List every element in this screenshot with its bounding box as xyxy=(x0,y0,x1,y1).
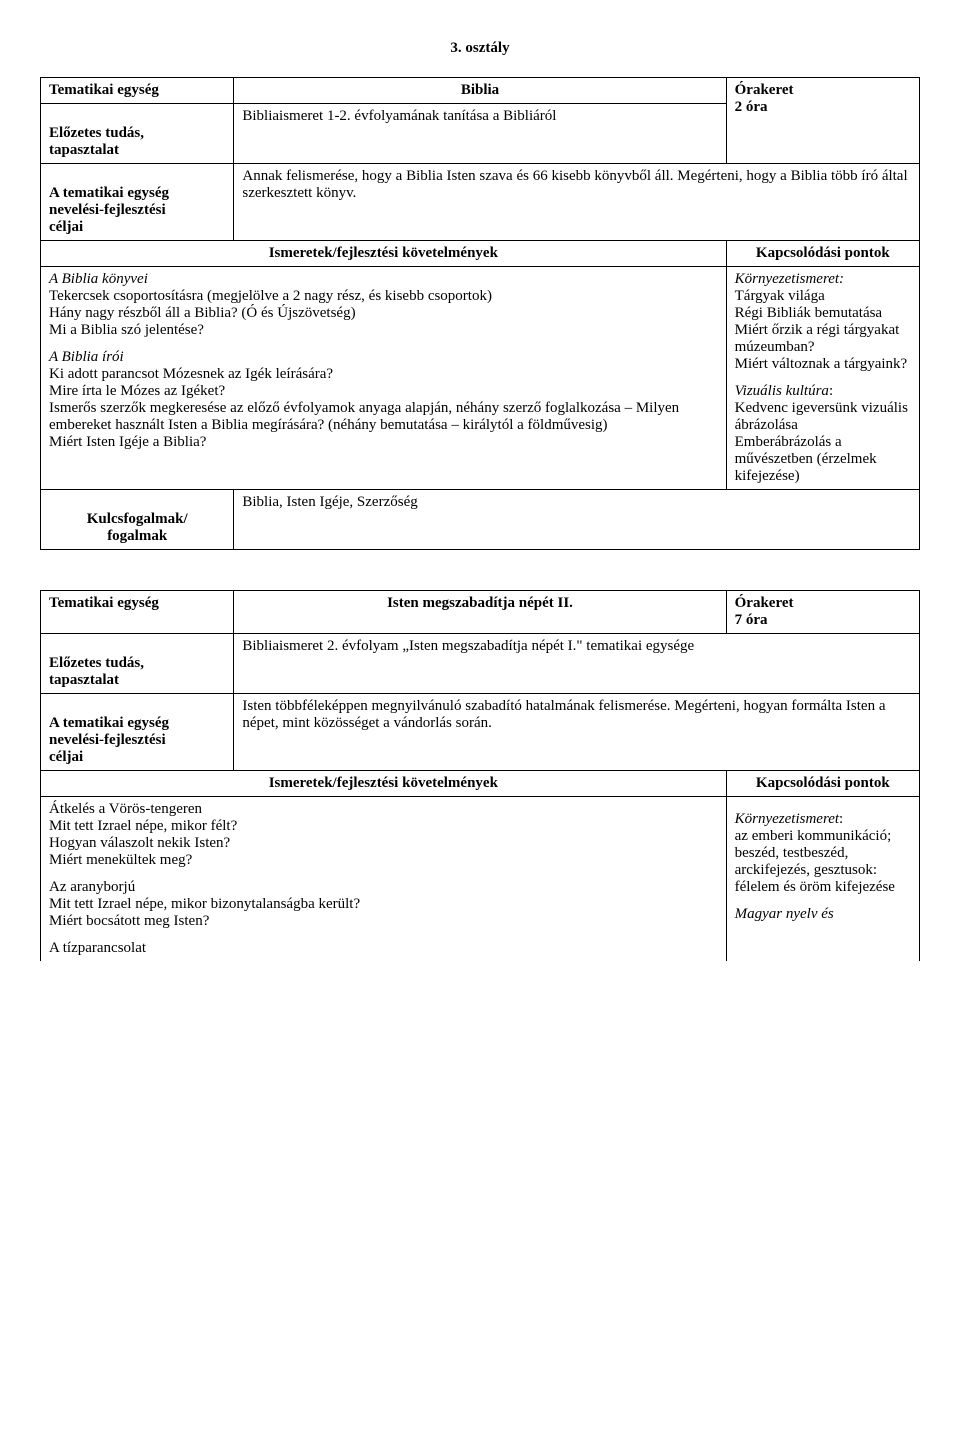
label-celok: A tematikai egység nevelési-fejlesztési … xyxy=(41,164,234,241)
content-right: Környezetismeret: az emberi kommunikáció… xyxy=(726,797,919,962)
subhead: Környezetismeret: xyxy=(735,271,844,287)
topic-text: Isten megszabadítja népét II. xyxy=(387,595,573,611)
body-text: Mit tett Izrael népe, mikor félt? Hogyan… xyxy=(49,818,718,869)
orakeret-label: Órakeret xyxy=(735,595,794,611)
content-left: A Biblia könyvei Tekercsek csoportosítás… xyxy=(41,267,727,490)
subhead: A Biblia könyvei xyxy=(49,271,718,288)
content-left: Átkelés a Vörös-tengeren Mit tett Izrael… xyxy=(41,797,727,962)
subhead: A Biblia írói xyxy=(49,349,718,366)
keywords-cell: Biblia, Isten Igéje, Szerzőség xyxy=(234,490,920,550)
subhead: Átkelés a Vörös-tengeren xyxy=(49,801,718,818)
goals-text: Annak felismerése, hogy a Biblia Isten s… xyxy=(242,168,907,201)
topic-cell: Isten megszabadítja népét II. xyxy=(234,591,726,634)
kapcsolodasi-header: Kapcsolódási pontok xyxy=(726,241,919,267)
topic-text: Biblia xyxy=(461,82,499,98)
goals-cell: Annak felismerése, hogy a Biblia Isten s… xyxy=(234,164,920,241)
ismeretek-header: Ismeretek/fejlesztési követelmények xyxy=(41,241,726,266)
topic-cell: Biblia xyxy=(234,78,726,104)
prior-text: Bibliaismeret 2. évfolyam „Isten megszab… xyxy=(242,638,694,654)
body-text: Tárgyak világa Régi Bibliák bemutatása M… xyxy=(735,288,911,373)
ismeretek-wrapper: Ismeretek/fejlesztési követelmények xyxy=(41,771,727,797)
subhead: Magyar nyelv és xyxy=(735,906,834,922)
prior-cell: Bibliaismeret 1-2. évfolyamának tanítása… xyxy=(234,104,726,164)
label-text: A tematikai egység nevelési-fejlesztési … xyxy=(49,715,169,765)
subhead: A tízparancsolat xyxy=(49,940,718,957)
orakeret-cell: Órakeret 2 óra xyxy=(726,78,919,164)
page-title: 3. osztály xyxy=(40,40,920,57)
subhead: Az aranyborjú xyxy=(49,879,718,896)
orakeret-label: Órakeret xyxy=(735,82,794,98)
label-tematikai: Tematikai egység xyxy=(41,78,234,104)
label-text: Tematikai egység xyxy=(49,595,159,611)
subhead: Vizuális kultúra xyxy=(735,383,829,399)
goals-cell: Isten többféleképpen megnyilvánuló szaba… xyxy=(234,694,920,771)
goals-text: Isten többféleképpen megnyilvánuló szaba… xyxy=(242,698,885,731)
label-text: Előzetes tudás, tapasztalat xyxy=(49,125,144,158)
label-text: Kapcsolódási pontok xyxy=(756,245,890,261)
label-elozetes: Előzetes tudás, tapasztalat xyxy=(41,104,234,164)
thematic-table-2: Tematikai egység Isten megszabadítja nép… xyxy=(40,590,920,961)
orakeret-cell: Órakeret 7 óra xyxy=(726,591,919,634)
thematic-table-1: Tematikai egység Biblia Órakeret 2 óra E… xyxy=(40,77,920,550)
body-text: Ki adott parancsot Mózesnek az Igék leír… xyxy=(49,366,718,451)
body-text: Mit tett Izrael népe, mikor bizonytalans… xyxy=(49,896,718,930)
prior-text: Bibliaismeret 1-2. évfolyamának tanítása… xyxy=(242,108,556,124)
content-right: Környezetismeret: Tárgyak világa Régi Bi… xyxy=(726,267,919,490)
label-celok: A tematikai egység nevelési-fejlesztési … xyxy=(41,694,234,771)
keywords-text: Biblia, Isten Igéje, Szerzőség xyxy=(242,494,417,510)
label-text: Kulcsfogalmak/ fogalmak xyxy=(87,511,188,544)
ismeretek-wrapper: Ismeretek/fejlesztési követelmények xyxy=(41,241,727,267)
subhead: Környezetismeret xyxy=(735,811,839,827)
prior-cell: Bibliaismeret 2. évfolyam „Isten megszab… xyxy=(234,634,920,694)
label-text: Tematikai egység xyxy=(49,82,159,98)
label-text: Kapcsolódási pontok xyxy=(756,775,890,791)
label-text: Előzetes tudás, tapasztalat xyxy=(49,655,144,688)
orakeret-hours: 2 óra xyxy=(735,99,768,115)
kapcsolodasi-header: Kapcsolódási pontok xyxy=(726,771,919,797)
label-tematikai: Tematikai egység xyxy=(41,591,234,634)
ismeretek-header: Ismeretek/fejlesztési követelmények xyxy=(41,771,726,796)
orakeret-hours: 7 óra xyxy=(735,612,768,628)
label-elozetes: Előzetes tudás, tapasztalat xyxy=(41,634,234,694)
body-text: Tekercsek csoportosításra (megjelölve a … xyxy=(49,288,718,339)
label-kulcsfogalmak: Kulcsfogalmak/ fogalmak xyxy=(41,490,234,550)
label-text: A tematikai egység nevelési-fejlesztési … xyxy=(49,185,169,235)
